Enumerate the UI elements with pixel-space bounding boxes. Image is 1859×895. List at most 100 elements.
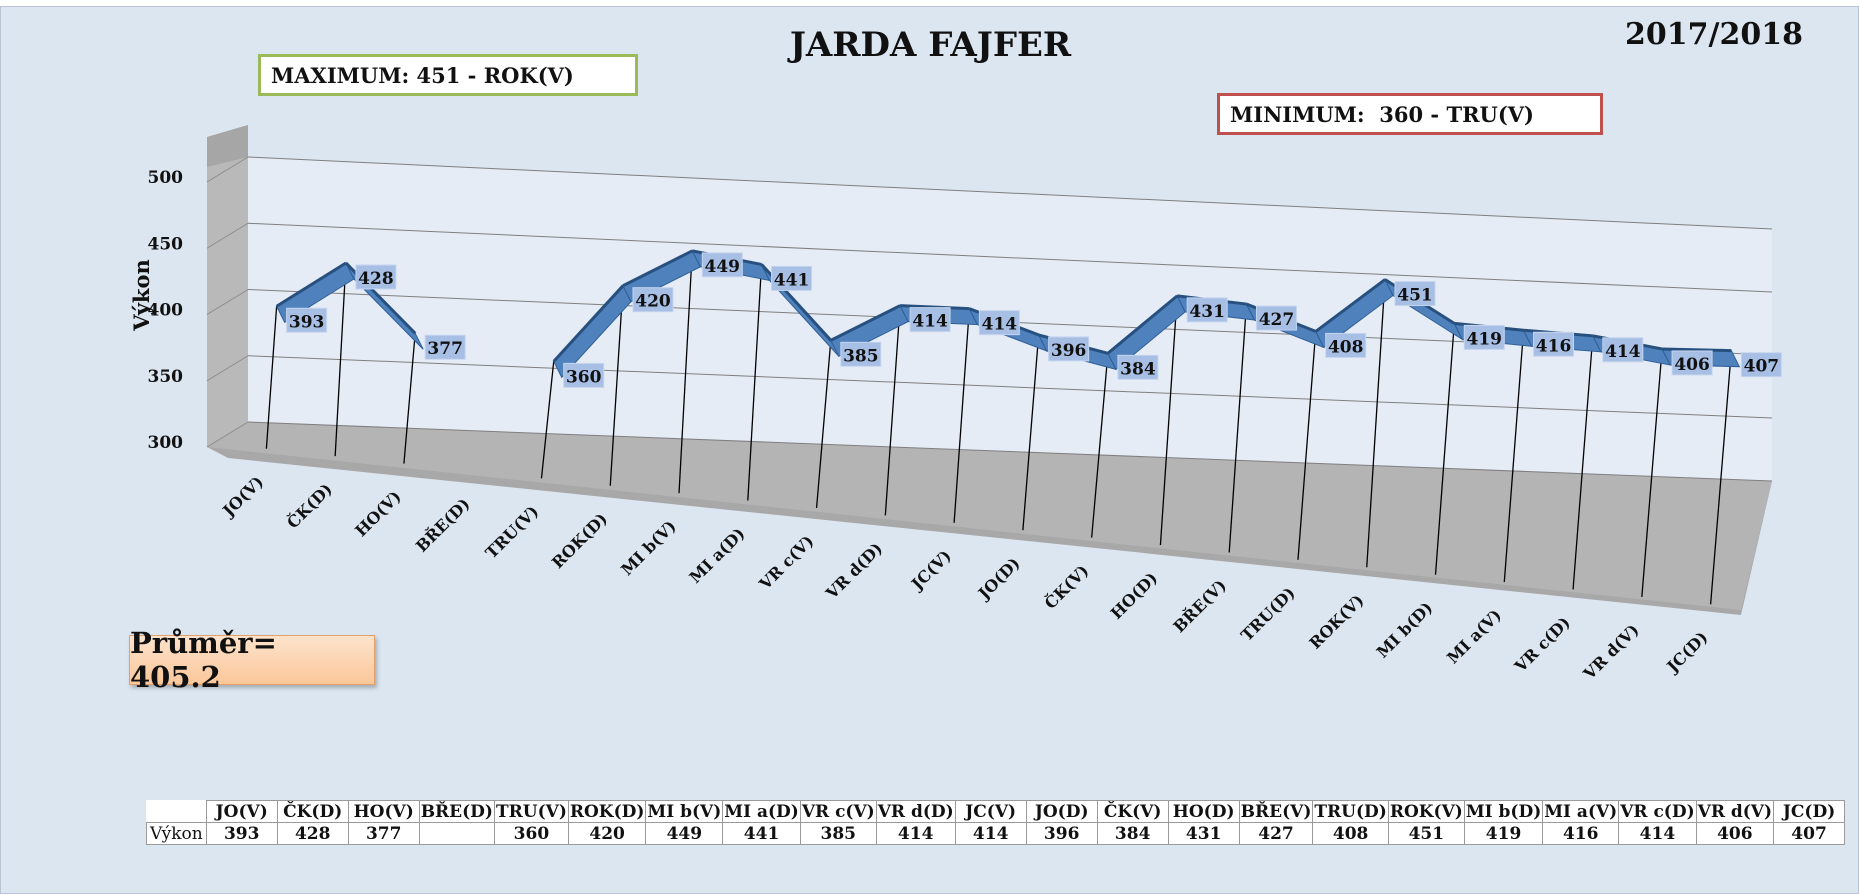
data-table-header-cell: JC(V) xyxy=(954,800,1027,823)
data-label: 393 xyxy=(286,307,328,333)
data-label: 427 xyxy=(1255,305,1297,331)
data-label-bg xyxy=(1394,281,1436,307)
data-label-bg xyxy=(1463,324,1505,350)
drop-line xyxy=(403,333,416,464)
x-tick-label: VR d(V) xyxy=(1579,620,1643,684)
data-table-header-cell: TRU(D) xyxy=(1312,800,1389,823)
average-box: Průměr= 405.2 xyxy=(129,626,375,694)
data-table-header-cell: VR c(V) xyxy=(799,800,877,823)
data-table-header-cell: BŘE(V) xyxy=(1238,800,1314,823)
side-wall xyxy=(207,125,248,447)
season-label: 2017/2018 xyxy=(1625,17,1803,52)
data-label-text: 414 xyxy=(912,312,948,332)
data-table-header-cell: BŘE(D) xyxy=(418,800,495,823)
chart-title: JARDA FAJFER xyxy=(789,25,1072,65)
drop-line xyxy=(1641,348,1663,597)
data-label: 377 xyxy=(424,334,466,360)
data-label: 428 xyxy=(355,264,397,290)
drop-line xyxy=(1572,335,1594,590)
x-tick-label: MI b(V) xyxy=(617,517,680,580)
x-tick-label: VR c(V) xyxy=(755,531,818,594)
data-table-value-cell: 451 xyxy=(1387,822,1465,845)
data-table-value-cell: 414 xyxy=(875,822,956,845)
data-table-header-cell: JC(D) xyxy=(1773,800,1846,823)
drop-line xyxy=(884,305,901,516)
data-table-value-cell: 449 xyxy=(645,822,724,845)
series-line xyxy=(830,304,901,342)
data-label-text: 396 xyxy=(1051,341,1087,361)
x-tick-label: VR d(D) xyxy=(821,539,886,604)
data-label-text: 451 xyxy=(1397,286,1433,306)
data-table-value-cell: 441 xyxy=(722,822,801,845)
drop-line xyxy=(540,361,555,479)
data-table-value-cell: 384 xyxy=(1096,822,1169,845)
y-tick-label: 400 xyxy=(148,301,184,321)
data-table-value-cell: 407 xyxy=(1773,822,1846,845)
series-line xyxy=(1662,347,1732,353)
data-label-bg xyxy=(563,362,605,388)
data-table-corner xyxy=(146,800,207,823)
data-table-value-row: Výkon 393 428 377 360 420 449 441 385 414 414 396 3… xyxy=(146,822,1846,845)
maximum-box: MAXIMUM: 451 - ROK(V) xyxy=(258,54,638,96)
data-table-header-cell: ROK(V) xyxy=(1387,800,1465,823)
data-label: 419 xyxy=(1463,324,1505,350)
data-label-bg xyxy=(1325,332,1367,358)
data-label: 408 xyxy=(1325,332,1367,358)
data-label-bg xyxy=(1186,297,1228,323)
data-table-header-cell: ROK(D) xyxy=(567,800,647,823)
data-table-header-cell: MI b(V) xyxy=(645,800,724,823)
data-label-bg xyxy=(840,341,882,367)
x-tick-label: ROK(D) xyxy=(548,509,611,572)
data-label-bg xyxy=(771,265,813,291)
y-tick-label: 350 xyxy=(148,367,184,387)
data-table-header-cell: TRU(V) xyxy=(493,800,569,823)
data-table-value-cell: 406 xyxy=(1695,822,1775,845)
x-tick-label: JC(D) xyxy=(1662,628,1712,678)
data-table-value-cell: 419 xyxy=(1463,822,1544,845)
data-table-value-cell: 414 xyxy=(954,822,1027,845)
data-label-text: 414 xyxy=(982,315,1018,335)
x-tick-label: TRU(V) xyxy=(482,502,543,563)
y-tick-label: 300 xyxy=(148,433,184,453)
data-label: 441 xyxy=(771,265,813,291)
data-label-text: 407 xyxy=(1744,357,1780,377)
minimum-box: MINIMUM: 360 - TRU(V) xyxy=(1217,93,1603,135)
data-table-value-cell: 431 xyxy=(1167,822,1240,845)
data-label: 449 xyxy=(701,252,743,278)
data-label-text: 420 xyxy=(635,292,671,312)
data-label: 414 xyxy=(909,307,951,333)
drop-line xyxy=(334,262,347,457)
floor-top xyxy=(207,422,1772,610)
data-label-bg xyxy=(978,310,1020,336)
data-label: 416 xyxy=(1533,331,1575,357)
y-tick-label: 450 xyxy=(148,234,184,254)
series-line xyxy=(552,284,625,363)
data-table-value-cell: 428 xyxy=(276,822,349,845)
data-table-value-cell xyxy=(418,822,495,845)
drop-line xyxy=(815,340,832,509)
x-tick-label: MI a(V) xyxy=(1443,605,1505,667)
data-table-header-cell: VR c(D) xyxy=(1618,800,1697,823)
gridline xyxy=(247,421,1773,482)
drop-line xyxy=(953,308,971,523)
data-label-text: 393 xyxy=(289,312,325,332)
data-table-value-cell: 420 xyxy=(567,822,647,845)
data-label-bg xyxy=(1117,354,1159,380)
data-table-header-cell: ČK(D) xyxy=(276,800,349,823)
x-tick-label: JC(V) xyxy=(906,546,955,595)
chart-area: 300 350 400 450 500 Výkon 393 428 377 360 420 449 44… xyxy=(0,6,1859,894)
data-label-bg xyxy=(701,252,743,278)
gridline xyxy=(247,156,1773,230)
data-label-bg xyxy=(632,287,674,313)
data-label-bg xyxy=(1255,305,1297,331)
data-table-header-cell: MI a(D) xyxy=(722,800,801,823)
side-wall-top xyxy=(207,125,248,167)
data-table-header-cell: HO(V) xyxy=(347,800,420,823)
chart-plot: 300 350 400 450 500 Výkon 393 428 377 360 420 449 44… xyxy=(129,125,1782,684)
series-line xyxy=(275,261,347,308)
series-line xyxy=(1314,278,1386,333)
drop-line xyxy=(1159,295,1178,546)
data-label-bg xyxy=(1048,336,1090,362)
x-tick-label: MI b(D) xyxy=(1373,598,1437,662)
data-label-text: 414 xyxy=(1605,342,1641,362)
